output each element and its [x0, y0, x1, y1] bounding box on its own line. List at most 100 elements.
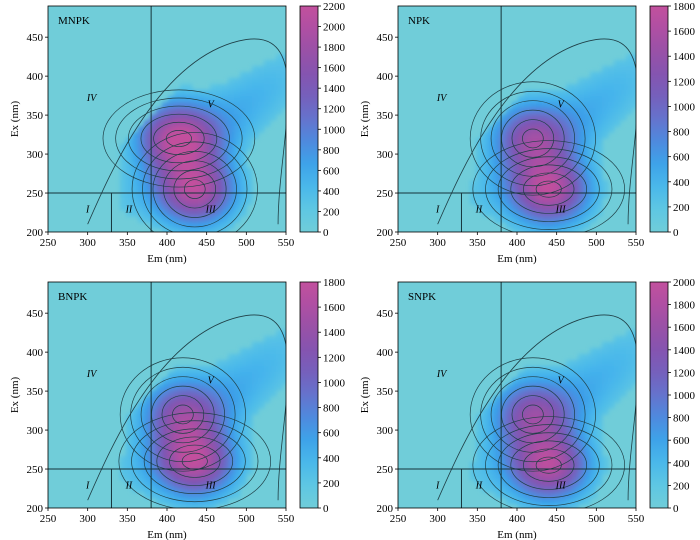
- plot-area: [48, 6, 286, 232]
- region-label-iii: III: [205, 205, 217, 216]
- colorbar-tick-label: 800: [323, 403, 340, 415]
- x-tick-label: 550: [278, 513, 295, 525]
- x-tick-label: 550: [628, 237, 645, 249]
- contour-ring: [140, 376, 226, 453]
- y-tick-label: 200: [377, 227, 394, 239]
- region-label-i: I: [85, 205, 90, 216]
- x-tick-label: 350: [119, 237, 136, 249]
- colorbar-tick-label: 2200: [323, 1, 346, 13]
- y-tick-label: 300: [27, 425, 44, 437]
- contour-ring: [511, 119, 555, 158]
- y-tick-label: 450: [377, 32, 394, 44]
- x-tick-label: 400: [509, 237, 526, 249]
- colorbar-tick-label: 800: [323, 145, 340, 157]
- region-label-ii: II: [125, 481, 133, 492]
- y-tick-label: 350: [377, 110, 394, 122]
- region-label-v: V: [208, 375, 216, 386]
- contour-ring: [497, 432, 600, 498]
- x-tick-label: 500: [588, 237, 605, 249]
- y-tick-label: 350: [27, 110, 44, 122]
- colorbar-tick-label: 200: [323, 206, 340, 218]
- region-label-iv: IV: [86, 369, 98, 380]
- x-tick-label: 350: [469, 513, 486, 525]
- contour-ring: [523, 172, 575, 206]
- colorbar-tick-label: 1000: [323, 124, 346, 136]
- y-tick-label: 400: [377, 71, 394, 83]
- y-axis-label: Ex (nm): [359, 100, 371, 137]
- contour-ring: [480, 366, 586, 463]
- x-tick-label: 450: [548, 237, 565, 249]
- contour-ring: [172, 404, 194, 425]
- colorbar-tick-label: 1200: [323, 104, 346, 116]
- x-tick-label: 300: [429, 237, 446, 249]
- y-tick-label: 300: [27, 149, 44, 161]
- colorbar: [299, 281, 319, 509]
- x-tick-label: 250: [40, 513, 57, 525]
- y-tick-label: 250: [377, 188, 394, 200]
- x-tick-label: 450: [198, 237, 215, 249]
- region-label-v: V: [208, 99, 216, 110]
- colorbar-tick-label: 1600: [323, 302, 346, 314]
- contour-ring: [131, 132, 258, 232]
- colorbar-tick-label: 1200: [323, 352, 346, 364]
- colorbar-tick-label: 1600: [673, 322, 696, 334]
- y-tick-label: 400: [27, 71, 44, 83]
- region-label-iii: III: [205, 481, 217, 492]
- colorbar-tick-label: 600: [673, 152, 690, 164]
- x-tick-label: 350: [469, 237, 486, 249]
- y-tick-label: 200: [27, 503, 44, 515]
- x-tick-label: 400: [159, 237, 176, 249]
- colorbar-tick-label: 400: [323, 186, 340, 198]
- x-tick-label: 400: [509, 513, 526, 525]
- x-axis-label: Em (nm): [497, 253, 537, 265]
- contour-ring: [118, 412, 271, 508]
- region-label-v: V: [558, 99, 566, 110]
- contour-ring: [156, 436, 234, 486]
- colorbar-tick-label: 2000: [323, 22, 346, 34]
- contour-ring: [522, 404, 544, 425]
- plot-area: [398, 6, 636, 232]
- y-tick-label: 250: [27, 188, 44, 200]
- y-tick-label: 450: [27, 32, 44, 44]
- x-tick-label: 550: [628, 513, 645, 525]
- colorbar-tick-label: 2000: [673, 277, 696, 289]
- colorbar-tick-label: 400: [673, 177, 690, 189]
- colorbar-tick-label: 1400: [673, 51, 696, 63]
- region-label-iii: III: [555, 205, 567, 216]
- contour-ring: [510, 440, 588, 490]
- colorbar-tick-label: 1000: [673, 101, 696, 113]
- contour-ring: [485, 424, 613, 506]
- region-label-i: I: [85, 481, 90, 492]
- contour-ring: [131, 420, 259, 503]
- x-tick-label: 500: [238, 513, 255, 525]
- y-tick-label: 350: [27, 386, 44, 398]
- contour-ring: [119, 357, 246, 472]
- contour-ring: [102, 89, 256, 188]
- panel-title: MNPK: [58, 15, 90, 27]
- y-tick-label: 350: [377, 386, 394, 398]
- region-label-i: I: [435, 481, 440, 492]
- contour-ring: [152, 150, 237, 228]
- contour-lines: [102, 89, 258, 232]
- x-tick-label: 300: [429, 513, 446, 525]
- outer-contour: [437, 38, 636, 225]
- plot-area: [398, 282, 636, 508]
- contour-ring: [140, 113, 218, 164]
- colorbar-tick-label: 0: [673, 503, 679, 515]
- y-tick-label: 450: [377, 308, 394, 320]
- colorbar-tick-label: 1800: [323, 42, 346, 54]
- colorbar: [649, 5, 669, 233]
- contour-ring: [153, 121, 205, 156]
- contour-ring: [490, 100, 576, 177]
- contour-ring: [472, 140, 625, 232]
- y-tick-label: 400: [377, 347, 394, 359]
- y-tick-label: 450: [27, 308, 44, 320]
- y-tick-label: 300: [377, 425, 394, 437]
- outer-contour: [87, 314, 286, 501]
- colorbar-tick-label: 400: [323, 453, 340, 465]
- contour-ring: [490, 376, 576, 453]
- x-tick-label: 500: [588, 513, 605, 525]
- x-tick-label: 250: [40, 237, 57, 249]
